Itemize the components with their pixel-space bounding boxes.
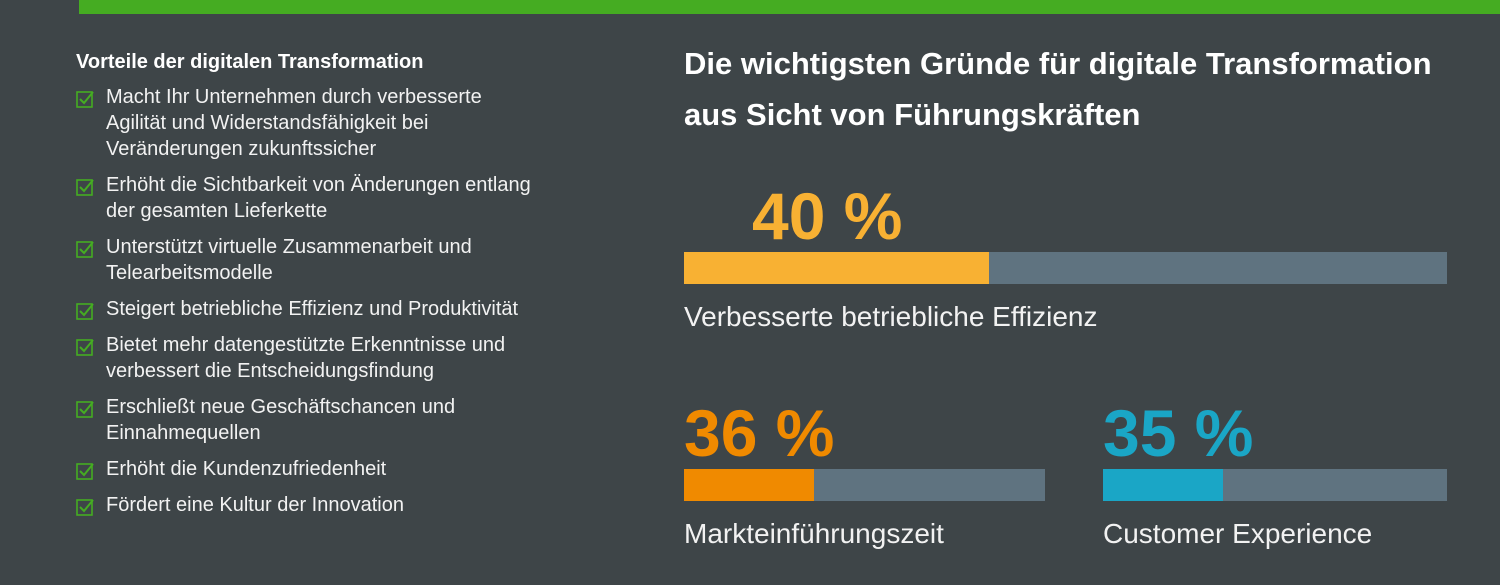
top-bar	[79, 0, 1500, 14]
benefit-text: Erhöht die Sichtbarkeit von Änderungen e…	[106, 174, 531, 222]
check-icon	[76, 339, 94, 356]
check-icon	[76, 241, 94, 258]
benefit-item: Fördert eine Kultur der Innovation	[76, 492, 546, 518]
benefit-text: Macht Ihr Unternehmen durch verbesserte …	[106, 86, 482, 160]
stat-label: Markteinführungszeit	[684, 518, 944, 549]
benefit-item: Erhöht die Kundenzufriedenheit	[76, 456, 546, 482]
benefit-text: Erschließt neue Geschäftschancen und Ein…	[106, 396, 456, 444]
benefits-title: Vorteile der digitalen Transformation	[76, 51, 424, 73]
benefit-item: Bietet mehr datengestützte Erkenntnisse …	[76, 332, 546, 384]
benefit-item: Erschließt neue Geschäftschancen und Ein…	[76, 394, 546, 446]
benefit-item: Macht Ihr Unternehmen durch verbesserte …	[76, 84, 546, 162]
stat-value: 36 %	[684, 396, 835, 470]
check-icon	[76, 91, 94, 108]
benefits-panel: Vorteile der digitalen Transformation Ma…	[76, 50, 546, 528]
bar-track	[684, 469, 1045, 501]
benefit-text: Fördert eine Kultur der Innovation	[106, 494, 404, 516]
benefit-text: Unterstützt virtuelle Zusammenarbeit und…	[106, 236, 472, 284]
bar-fill	[684, 469, 814, 501]
stat-label: Customer Experience	[1103, 518, 1373, 549]
stat-label: Verbesserte betriebliche Effizienz	[684, 301, 1098, 332]
benefit-item: Steigert betriebliche Effizienz und Prod…	[76, 296, 546, 322]
benefits-list: Macht Ihr Unternehmen durch verbesserte …	[76, 84, 546, 518]
reasons-title: Die wichtigsten Gründe für digitale Tran…	[684, 46, 1432, 132]
check-icon	[76, 303, 94, 320]
benefit-text: Erhöht die Kundenzufriedenheit	[106, 458, 387, 480]
check-icon	[76, 463, 94, 480]
bar-track	[1103, 469, 1447, 501]
check-icon	[76, 179, 94, 196]
benefit-item: Erhöht die Sichtbarkeit von Änderungen e…	[76, 172, 546, 224]
check-icon	[76, 499, 94, 516]
benefit-item: Unterstützt virtuelle Zusammenarbeit und…	[76, 234, 546, 286]
check-icon	[76, 401, 94, 418]
stat-value: 35 %	[1103, 396, 1254, 470]
stat-value: 40 %	[752, 179, 903, 253]
benefit-text: Bietet mehr datengestützte Erkenntnisse …	[106, 334, 506, 382]
benefit-text: Steigert betriebliche Effizienz und Prod…	[106, 298, 519, 320]
bar-fill	[1103, 469, 1224, 501]
bar-fill	[684, 252, 990, 284]
bar-track	[684, 252, 1447, 284]
